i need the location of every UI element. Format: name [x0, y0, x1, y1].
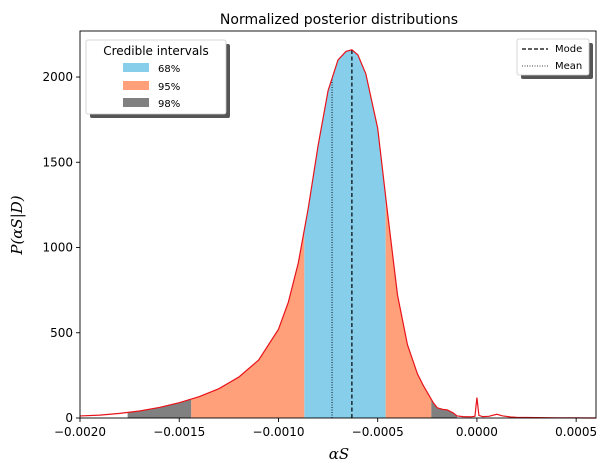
legend-swatch-95	[123, 81, 149, 90]
y-axis-ticks: 0 500 1000 1500 2000	[42, 70, 80, 425]
posterior-curve	[79, 49, 597, 419]
y-tick-label: 500	[50, 326, 73, 340]
legend-label-95: 95%	[158, 82, 180, 93]
credible-region-68-0	[304, 49, 386, 418]
reference-lines-legend: Mode Mean	[516, 38, 593, 79]
y-tick-label: 1000	[42, 241, 73, 255]
x-axis-ticks: −0.0020 −0.0015 −0.0010 −0.0005 0.0000 0.0005	[54, 418, 597, 439]
y-axis-label: P(αS|D)	[8, 195, 26, 255]
credible-intervals-legend-title: Credible intervals	[103, 44, 209, 58]
credible-region-95-0	[191, 230, 305, 418]
legend-label-mode: Mode	[555, 44, 582, 55]
reference-lines	[331, 49, 353, 418]
credible-intervals-legend: Credible intervals 68% 95% 98%	[85, 39, 230, 118]
credible-region-98-1	[431, 399, 458, 418]
legend-label-mean: Mean	[555, 61, 582, 72]
x-tick-label: −0.0015	[153, 425, 205, 439]
x-tick-label: −0.0020	[54, 425, 106, 439]
legend-label-98: 98%	[158, 99, 180, 110]
x-tick-label: −0.0005	[352, 425, 404, 439]
plot-frame	[79, 30, 597, 419]
x-axis-label: αS	[329, 445, 349, 461]
credible-region-95-1	[385, 196, 432, 418]
y-tick-label: 1500	[42, 155, 73, 169]
legend-label-68: 68%	[158, 64, 180, 75]
chart-title: Normalized posterior distributions	[220, 12, 458, 28]
legend-swatch-98	[123, 98, 149, 107]
y-tick-label: 2000	[42, 70, 73, 84]
credible-interval-fills	[127, 49, 458, 418]
x-tick-label: −0.0010	[252, 425, 304, 439]
y-tick-label: 0	[65, 411, 73, 425]
x-tick-label: 0.0000	[456, 425, 498, 439]
legend-swatch-68	[123, 63, 149, 72]
x-tick-label: 0.0005	[555, 425, 597, 439]
